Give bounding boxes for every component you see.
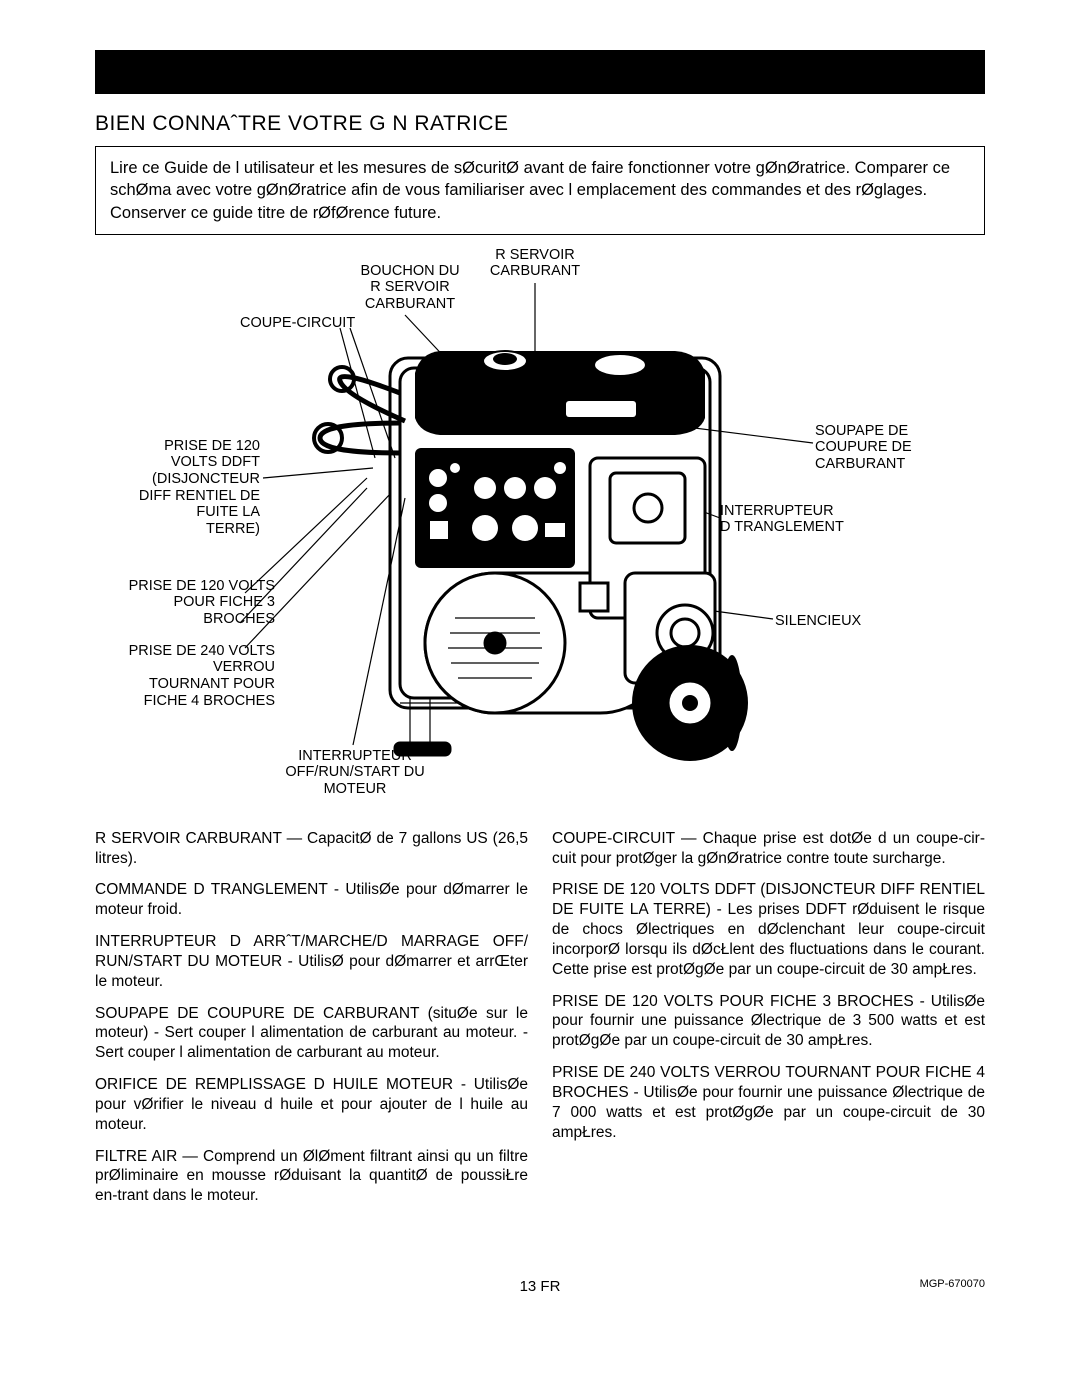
- page-number: 13 FR: [520, 1278, 561, 1295]
- text-columns: R SERVOIR CARBURANT — CapacitØ de 7 gall…: [95, 829, 985, 1218]
- para: PRISE DE 120 VOLTS POUR FICHE 3 BROCHES …: [552, 992, 985, 1051]
- header-bar: [95, 50, 985, 94]
- column-right: COUPE-CIRCUIT — Chaque prise est dotØe d…: [552, 829, 985, 1218]
- diagram-area: R SERVOIR CARBURANT BOUCHON DU R SERVOIR…: [95, 243, 985, 823]
- generator-diagram: [280, 273, 800, 793]
- para: FILTRE AIR — Comprend un ØlØment filtran…: [95, 1147, 528, 1206]
- column-left: R SERVOIR CARBURANT — CapacitØ de 7 gall…: [95, 829, 528, 1218]
- para: INTERRUPTEUR D ARRˆT/MARCHE/D MARRAGE OF…: [95, 932, 528, 991]
- para: COUPE-CIRCUIT — Chaque prise est dotØe d…: [552, 829, 985, 869]
- page: BIEN CONNAˆTRE VOTRE G N RATRICE Lire ce…: [0, 0, 1080, 1328]
- para: R SERVOIR CARBURANT — CapacitØ de 7 gall…: [95, 829, 528, 869]
- para: ORIFICE DE REMPLISSAGE D HUILE MOTEUR - …: [95, 1075, 528, 1134]
- para: PRISE DE 240 VOLTS VERROU TOURNANT POUR …: [552, 1063, 985, 1142]
- section-heading: BIEN CONNAˆTRE VOTRE G N RATRICE: [95, 112, 985, 136]
- para: COMMANDE D TRANGLEMENT - UtilisØe pour d…: [95, 880, 528, 920]
- para: PRISE DE 120 VOLTS DDFT (DISJONCTEUR DIF…: [552, 880, 985, 979]
- intro-box: Lire ce Guide de l utilisateur et les me…: [95, 146, 985, 235]
- para: SOUPAPE DE COUPURE DE CARBURANT (situØe …: [95, 1004, 528, 1063]
- footer: 13 FR MGP-670070: [95, 1278, 985, 1298]
- doc-code: MGP-670070: [920, 1278, 985, 1290]
